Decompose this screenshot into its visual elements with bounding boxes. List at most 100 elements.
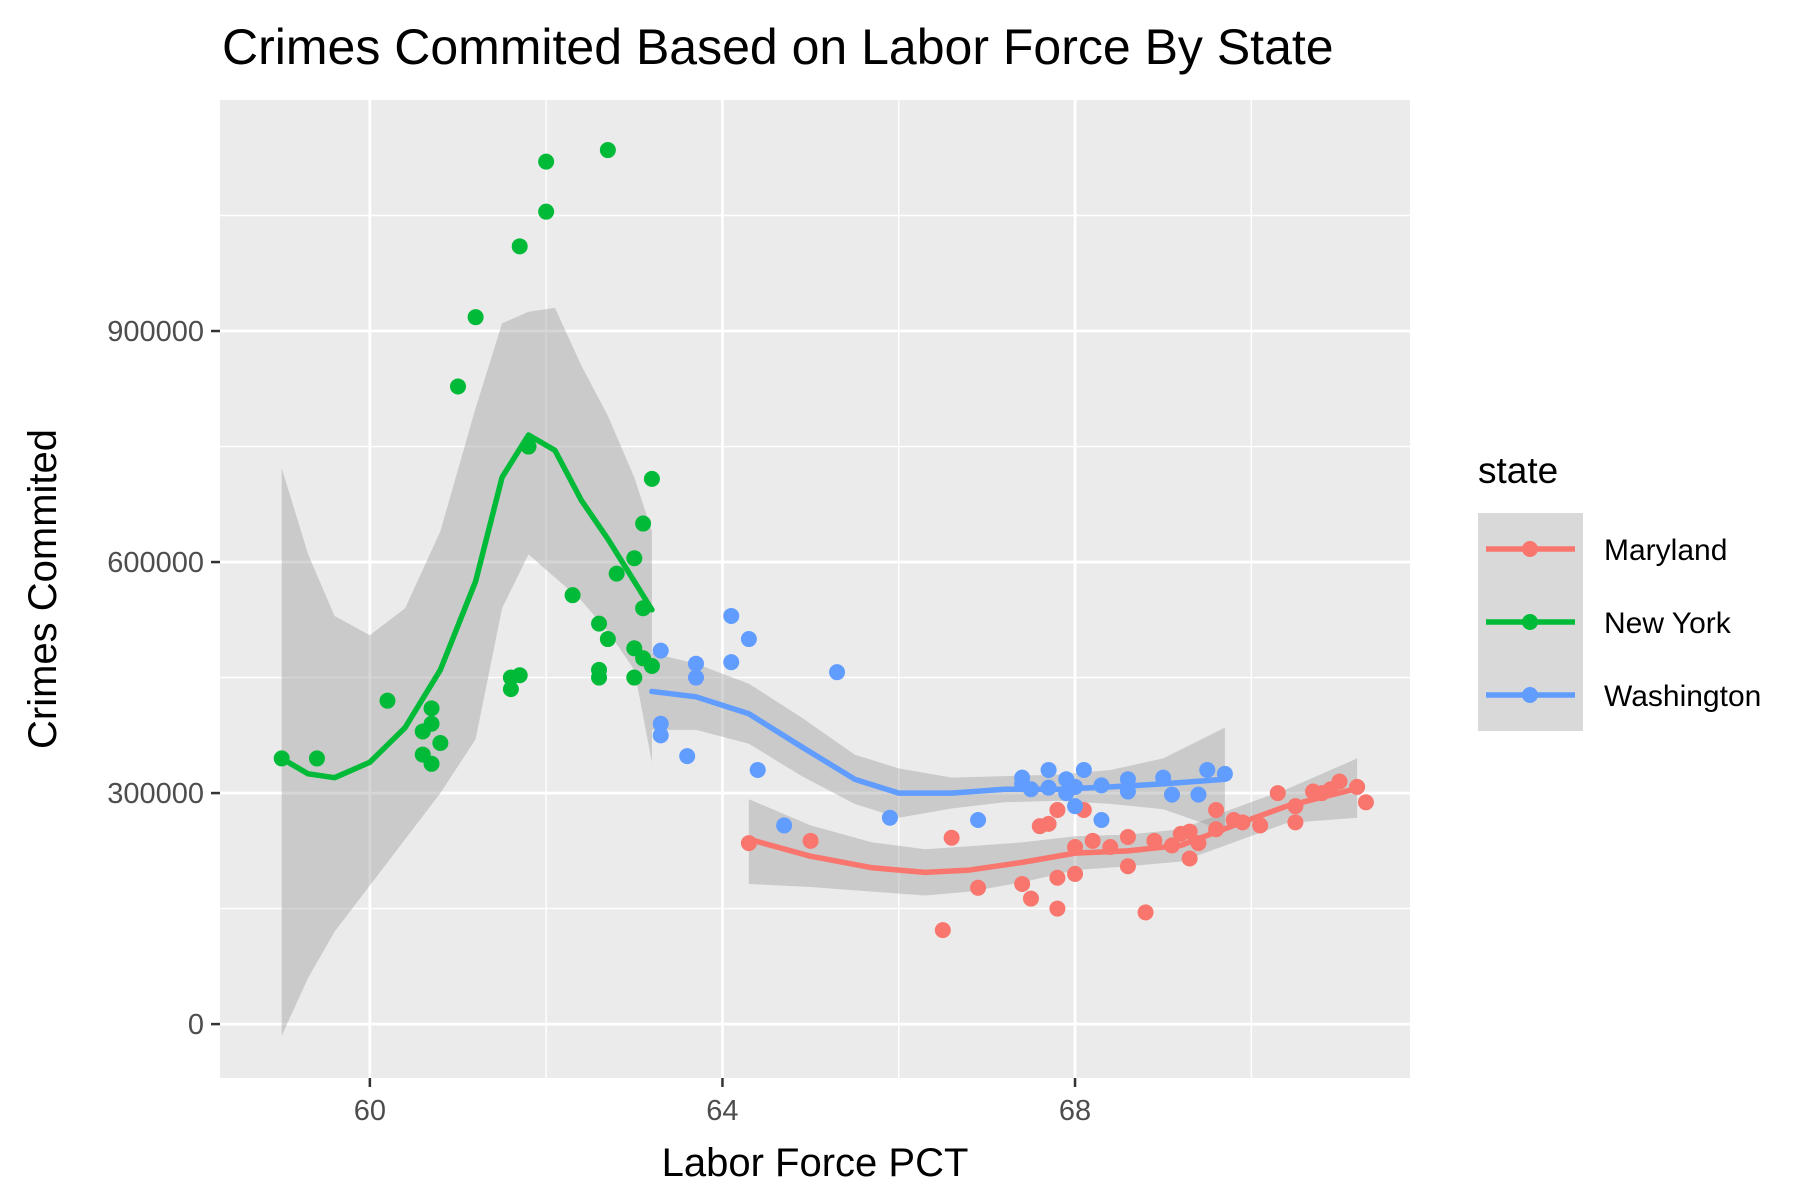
legend-items: Maryland New York Washington [1486,534,1761,713]
data-point-maryland [1252,817,1269,834]
data-point-washington [1093,812,1110,829]
data-point-maryland [1269,785,1286,802]
data-point-maryland [943,829,960,846]
data-point-maryland [1119,828,1136,845]
data-point-new-york [643,470,660,487]
data-point-maryland [934,922,951,939]
data-point-maryland [1208,802,1225,819]
data-point-new-york [626,550,643,567]
legend-label-washington: Washington [1604,680,1761,713]
data-point-washington [1040,761,1057,778]
data-point-maryland [1181,850,1198,867]
data-point-new-york [467,309,484,326]
legend-key-point-new-york [1522,614,1538,630]
data-point-maryland [1067,865,1084,882]
y-axis-title: Crimes Commited [21,429,65,749]
x-axis-title: Labor Force PCT [662,1141,969,1185]
data-point-maryland [1014,875,1031,892]
data-point-washington [740,631,757,648]
legend-key-point-washington [1522,687,1538,703]
data-point-new-york [502,681,519,698]
data-point-new-york [423,755,440,772]
axes: 60 64 68 0 300000 600000 900000 [107,316,1091,1127]
data-point-washington [679,748,696,765]
data-point-new-york [379,692,396,709]
data-point-maryland [1137,904,1154,921]
data-point-new-york [626,669,643,686]
data-point-new-york [511,667,528,684]
data-point-new-york [432,735,449,752]
smooth-line-maryland [746,785,1360,876]
data-point-washington [1075,761,1092,778]
data-point-washington [652,727,669,744]
grid-lines [220,100,1410,1078]
y-tick-label: 300000 [107,778,204,810]
data-point-maryland [1049,802,1066,819]
data-point-maryland [1357,794,1374,811]
panel-background [220,100,1410,1078]
x-tick-label: 68 [1059,1095,1091,1127]
legend-title: state [1478,450,1558,491]
data-point-maryland [970,879,987,896]
x-tick-label: 64 [706,1095,738,1127]
data-point-maryland [1022,890,1039,907]
data-point-washington [1190,786,1207,803]
data-point-new-york [423,715,440,732]
smooth-line-new-york [278,432,655,781]
data-point-washington [688,655,704,672]
data-point-washington [723,607,740,624]
data-point-maryland [1040,815,1057,832]
data-point-washington [652,642,669,659]
data-point-new-york [608,565,625,582]
y-tick-label: 600000 [107,547,204,579]
legend-label-maryland: Maryland [1604,534,1727,567]
data-point-maryland [1049,869,1066,886]
data-point-maryland [1084,832,1101,849]
smooth-line-washington [649,688,1228,796]
data-point-maryland [1049,900,1066,917]
data-point-washington [776,817,793,834]
data-point-new-york [511,238,528,255]
data-point-new-york [591,661,608,678]
y-tick-label: 900000 [107,316,204,348]
y-tick-label: 0 [188,1009,204,1041]
data-point-maryland [1119,858,1136,875]
data-point-new-york [308,750,325,767]
data-point-maryland [802,832,819,849]
data-point-washington [881,809,898,826]
data-point-washington [688,669,704,686]
data-point-washington [829,664,846,681]
chart-title: Crimes Commited Based on Labor Force By … [222,19,1334,75]
data-point-new-york [450,378,466,395]
data-points [273,142,1374,939]
data-point-maryland [1331,773,1348,790]
data-point-washington [652,715,669,732]
legend-label-new-york: New York [1604,607,1732,640]
data-point-washington [723,654,740,671]
data-point-new-york [538,153,555,170]
data-point-washington [1199,761,1216,778]
data-point-new-york [423,700,440,717]
confidence-ribbon-maryland [748,758,1358,896]
data-point-washington [1067,798,1084,815]
data-point-new-york [599,631,616,648]
data-point-new-york [635,515,652,532]
data-point-maryland [1181,823,1198,840]
confidence-ribbon-new-york [281,307,652,1036]
data-point-washington [749,761,766,778]
smooth-lines [278,432,1360,876]
x-tick-label: 60 [354,1095,386,1127]
data-point-washington [970,812,987,829]
data-point-new-york [643,658,660,675]
legend-key-point-maryland [1522,541,1538,557]
data-point-maryland [1287,814,1304,831]
data-point-new-york [599,142,616,159]
data-point-washington [1164,786,1180,803]
data-point-new-york [538,203,555,220]
data-point-new-york [591,615,608,632]
legend: state Maryland New York Washington [1478,450,1761,731]
data-point-new-york [564,587,581,604]
data-point-maryland [1146,832,1163,849]
